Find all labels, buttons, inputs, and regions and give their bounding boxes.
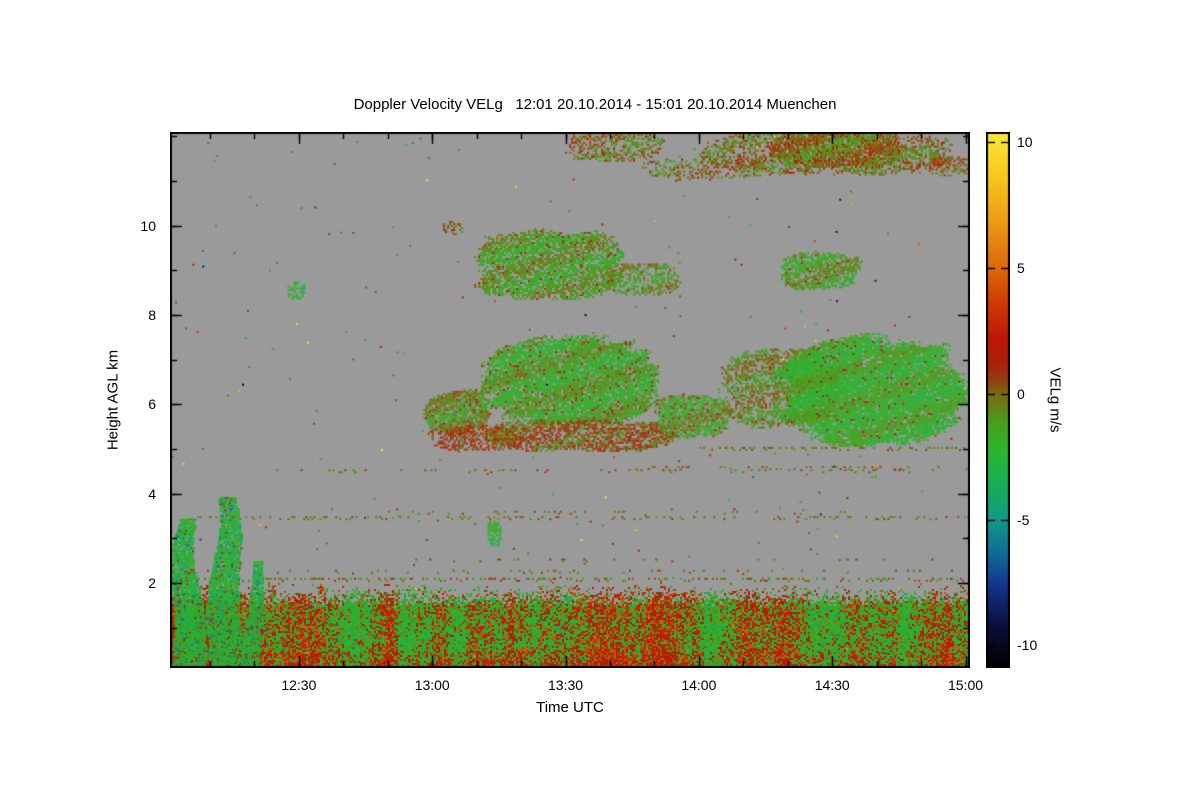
x-tick-label: 13:30 (548, 677, 584, 693)
chart-title: Doppler Velocity VELg 12:01 20.10.2014 -… (353, 96, 837, 113)
velocity-heatmap-canvas (170, 132, 970, 668)
colorbar-tick-label: -10 (1017, 637, 1038, 654)
colorbar-tick-label: 10 (1017, 134, 1033, 151)
x-tick-label: 15:00 (948, 677, 984, 693)
y-tick-label: 10 (140, 217, 156, 234)
x-axis-label: Time UTC (536, 699, 604, 716)
colorbar-tick-label: 0 (1017, 385, 1025, 402)
y-tick-label: 4 (148, 485, 156, 502)
x-tick-label: 14:30 (814, 677, 850, 693)
y-tick-label: 8 (148, 307, 156, 324)
colorbar-tick-label: 5 (1017, 259, 1025, 276)
x-tick-label: 12:30 (281, 677, 317, 693)
x-tick-label: 13:00 (414, 677, 450, 693)
colorbar-canvas (986, 132, 1010, 668)
colorbar-tick-label: -5 (1017, 511, 1030, 528)
y-tick-label: 6 (148, 396, 156, 413)
x-tick-label: 14:00 (681, 677, 717, 693)
y-tick-label: 2 (148, 575, 156, 592)
